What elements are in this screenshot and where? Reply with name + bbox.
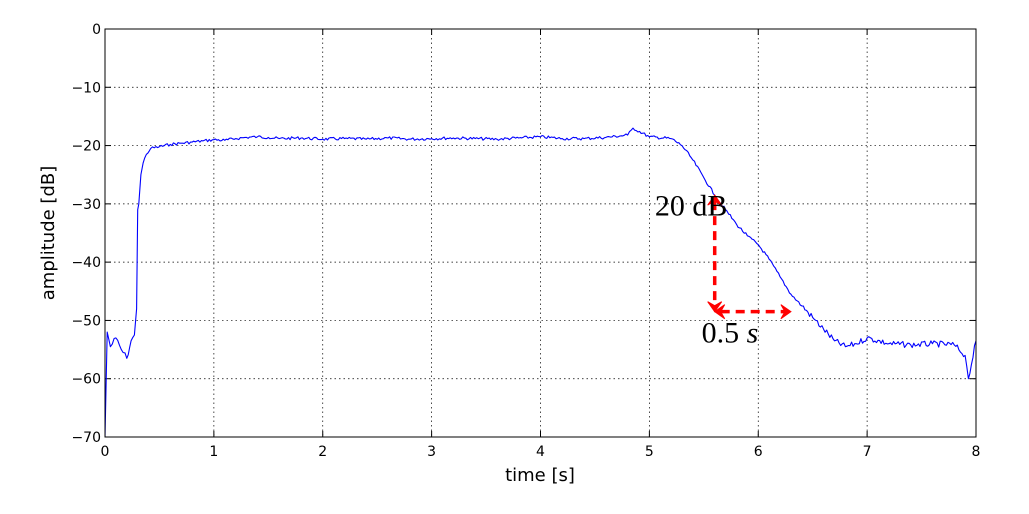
annotations: 20 dB 0.5 s [655, 190, 759, 350]
x-tick-label: 0 [101, 444, 110, 460]
annotation-label: 0.5 s [702, 317, 759, 350]
y-tick-label: −10 [71, 80, 101, 96]
y-tick-label: −70 [71, 430, 101, 446]
annotation-arrows [707, 194, 792, 320]
grid [105, 29, 976, 437]
y-tick-label: −30 [71, 197, 101, 213]
plot-frame [104, 28, 977, 438]
x-axis-label: time [s] [505, 465, 575, 486]
x-tick-label: 1 [209, 444, 218, 460]
y-tick-label: 0 [92, 22, 101, 38]
x-tick-label: 8 [972, 444, 981, 460]
x-tick-label: 7 [863, 444, 872, 460]
arrow-head [713, 304, 726, 320]
y-tick-label: −50 [71, 313, 101, 329]
series-group [105, 127, 976, 437]
series-line [105, 127, 976, 437]
tick-labels: 0 1 2 3 4 5 6 7 8 0 −10 −20 −30 −40 −50 −60 −70 [71, 22, 980, 460]
y-axis-label: amplitude [dB] [38, 166, 59, 301]
y-tick-label: −20 [71, 139, 101, 155]
arrow-head [707, 301, 723, 313]
y-tick-label: −40 [71, 255, 101, 271]
x-tick-label: 2 [318, 444, 327, 460]
x-tick-label: 5 [645, 444, 654, 460]
x-tick-label: 4 [536, 444, 545, 460]
arrow-head [707, 194, 723, 206]
x-tick-label: 3 [427, 444, 436, 460]
y-tick-label: −60 [71, 372, 101, 388]
annotation-label: 20 dB [655, 190, 728, 223]
arrow-head [780, 304, 792, 320]
x-tick-label: 6 [754, 444, 763, 460]
